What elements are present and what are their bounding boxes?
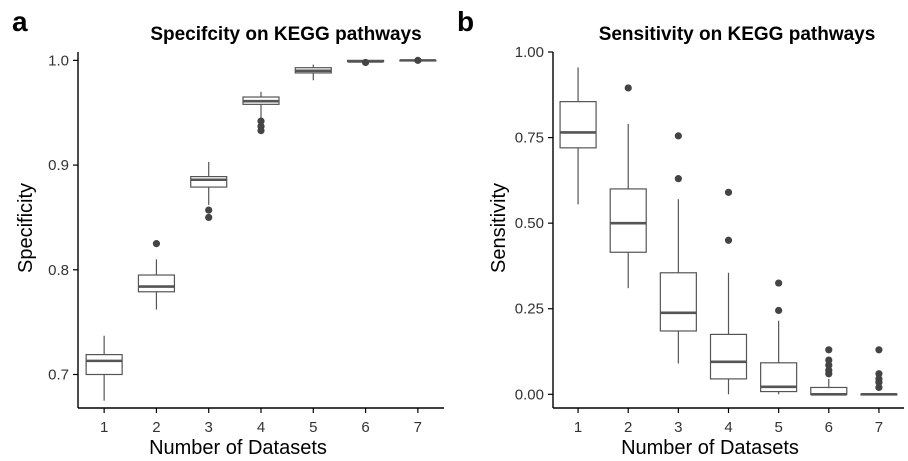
outlier-point bbox=[724, 236, 733, 244]
box-7 bbox=[399, 56, 437, 64]
box-5 bbox=[760, 279, 798, 395]
outlier-point bbox=[875, 346, 883, 354]
outlier-point bbox=[825, 370, 833, 378]
panel-a: a Specifcity on KEGG pathways 0.7 0.8 0.… bbox=[12, 6, 444, 459]
box-2 bbox=[609, 84, 647, 289]
outlier-point bbox=[361, 58, 370, 67]
x-tick-label: 4 bbox=[257, 419, 265, 436]
y-ticks-a: 0.7 0.8 0.9 1.0 bbox=[48, 52, 78, 383]
box-1 bbox=[85, 335, 123, 401]
outlier-point bbox=[825, 361, 833, 369]
box-group-a bbox=[85, 56, 437, 401]
x-tick-label: 3 bbox=[674, 419, 682, 436]
box-1 bbox=[559, 67, 597, 205]
y-axis-label-b: Sensitivity bbox=[488, 183, 510, 273]
x-tick-label: 7 bbox=[414, 419, 422, 436]
outlier-point bbox=[825, 346, 833, 354]
y-tick-label: 0.50 bbox=[515, 215, 544, 232]
y-tick-label: 1.0 bbox=[48, 52, 69, 69]
outlier-point bbox=[205, 206, 213, 214]
box-body bbox=[85, 354, 123, 376]
outlier-point bbox=[674, 132, 682, 140]
x-tick-label: 3 bbox=[205, 419, 213, 436]
x-tick-label: 2 bbox=[624, 419, 632, 436]
box-body bbox=[190, 176, 228, 188]
y-ticks-b: 0.00 0.25 0.50 0.75 1.00 bbox=[515, 44, 553, 403]
x-tick-label: 7 bbox=[875, 419, 883, 436]
outlier-point bbox=[257, 117, 265, 125]
box-6 bbox=[810, 346, 848, 396]
box-body bbox=[709, 333, 748, 380]
y-tick-label: 1.00 bbox=[515, 44, 544, 61]
outlier-point bbox=[724, 188, 733, 196]
x-tick-label: 2 bbox=[152, 419, 160, 436]
y-tick-label: 0.75 bbox=[515, 130, 544, 147]
outlier-point bbox=[775, 279, 783, 287]
y-tick-label: 0.9 bbox=[48, 157, 69, 174]
box-2 bbox=[137, 240, 176, 310]
box-body bbox=[609, 188, 647, 253]
box-body bbox=[559, 101, 597, 149]
plot-area-a: 0.7 0.8 0.9 1.0 1 2 3 4 5 6 7 bbox=[48, 52, 444, 436]
outlier-point bbox=[414, 56, 422, 64]
box-3 bbox=[190, 161, 228, 222]
x-ticks-b: 1 2 3 4 5 6 7 bbox=[574, 408, 883, 436]
box-7 bbox=[860, 346, 898, 396]
x-axis-label-a: Number of Datasets bbox=[149, 437, 327, 459]
x-tick-label: 1 bbox=[100, 419, 108, 436]
y-tick-label: 0.25 bbox=[515, 301, 544, 318]
outlier-point bbox=[825, 356, 833, 364]
box-group-b bbox=[559, 67, 898, 396]
x-tick-label: 6 bbox=[361, 419, 369, 436]
y-tick-label: 0.7 bbox=[48, 366, 69, 383]
y-tick-label: 0.8 bbox=[48, 262, 69, 279]
box-4 bbox=[709, 188, 748, 395]
x-tick-label: 5 bbox=[774, 419, 782, 436]
box-5 bbox=[294, 64, 332, 81]
outlier-point bbox=[875, 383, 883, 392]
y-axis-label-a: Specificity bbox=[15, 183, 37, 273]
x-tick-label: 1 bbox=[574, 419, 582, 436]
outlier-point bbox=[257, 126, 265, 135]
outlier-point bbox=[674, 175, 682, 183]
panel-letter-a: a bbox=[12, 6, 28, 37]
plot-area-b: 0.00 0.25 0.50 0.75 1.00 1 2 3 4 5 6 7 bbox=[515, 44, 904, 436]
outlier-point bbox=[875, 378, 883, 386]
outlier-point bbox=[152, 240, 161, 248]
box-body bbox=[137, 274, 176, 293]
chart-title-b: Sensitivity on KEGG pathways bbox=[599, 24, 876, 45]
panel-letter-b: b bbox=[457, 6, 474, 37]
x-tick-label: 6 bbox=[825, 419, 833, 436]
x-tick-label: 5 bbox=[309, 419, 317, 436]
outlier-point bbox=[875, 370, 883, 378]
outlier-point bbox=[775, 306, 783, 315]
x-ticks-a: 1 2 3 4 5 6 7 bbox=[100, 408, 422, 436]
x-axis-label-b: Number of Datasets bbox=[621, 437, 799, 459]
chart-title-a: Specifcity on KEGG pathways bbox=[150, 24, 421, 45]
box-6 bbox=[346, 58, 385, 67]
box-4 bbox=[242, 91, 280, 135]
outlier-point bbox=[624, 84, 632, 92]
box-body bbox=[659, 272, 697, 332]
y-tick-label: 0.00 bbox=[515, 386, 544, 403]
box-3 bbox=[659, 132, 697, 364]
x-tick-label: 4 bbox=[724, 419, 732, 436]
outlier-point bbox=[205, 213, 213, 222]
panel-b: b Sensitivity on KEGG pathways 0.00 0.25… bbox=[457, 6, 904, 459]
